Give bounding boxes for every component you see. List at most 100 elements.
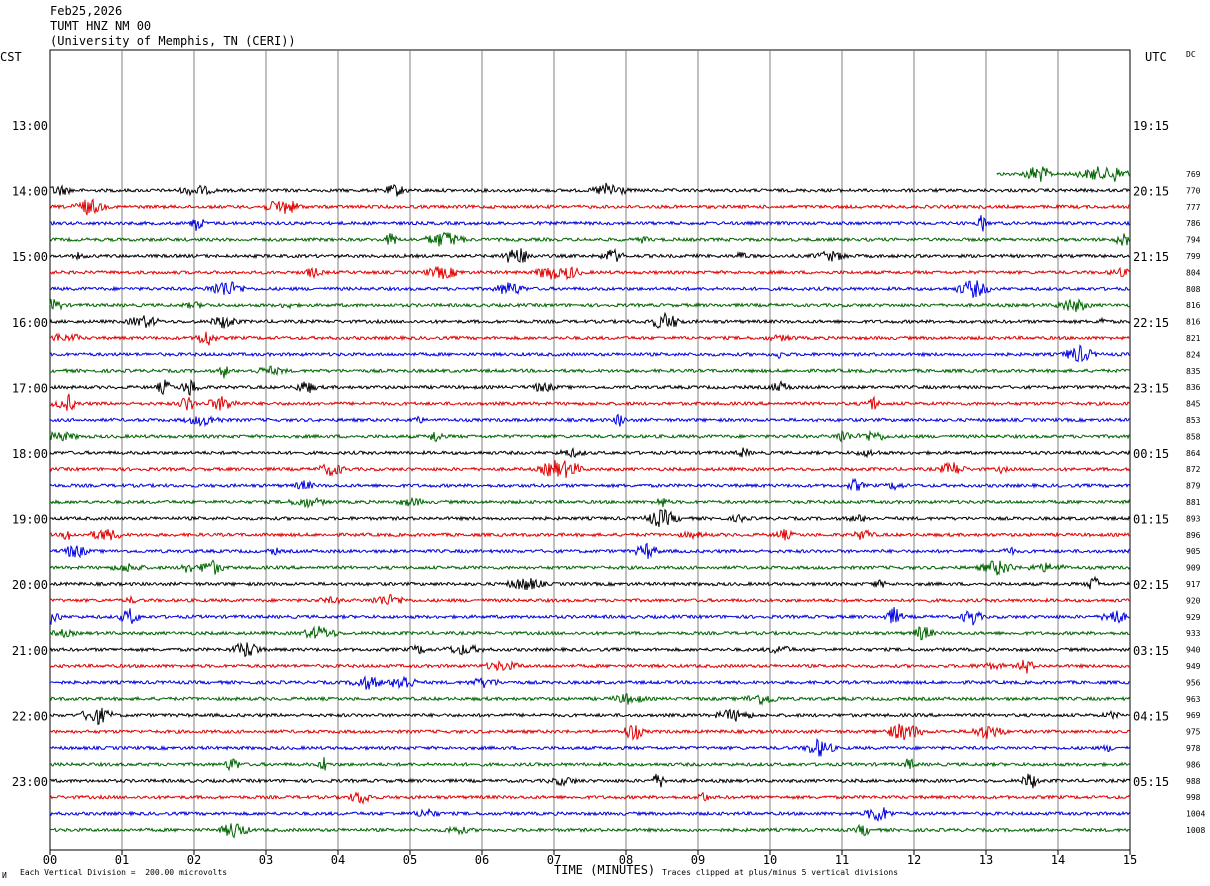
x-tick-label: 04 <box>331 853 345 867</box>
seismic-trace <box>49 737 1131 757</box>
trace-count-label: 963 <box>1186 695 1201 704</box>
seismic-trace <box>49 823 1131 839</box>
seismic-trace <box>49 198 1131 216</box>
left-hour-label: 23:00 <box>12 775 48 789</box>
seismic-trace <box>49 447 1131 459</box>
trace-count-label: 933 <box>1186 629 1201 638</box>
seismic-trace <box>49 659 1131 674</box>
seismic-trace <box>49 642 1131 658</box>
trace-count-label: 940 <box>1186 646 1201 655</box>
left-hour-label: 21:00 <box>12 644 48 658</box>
trace-count-label: 978 <box>1186 744 1201 753</box>
corner-mark: И <box>2 871 7 880</box>
right-hour-label: 23:15 <box>1133 381 1169 395</box>
station-name: TUMT HNZ NM 00 <box>50 19 152 33</box>
trace-count-label: 988 <box>1186 777 1201 786</box>
right-hour-label: 22:15 <box>1133 316 1169 330</box>
x-tick-label: 12 <box>907 853 921 867</box>
seismic-trace <box>49 575 1131 590</box>
left-hour-label: 15:00 <box>12 250 48 264</box>
seismic-trace <box>49 606 1131 626</box>
trace-count-label: 920 <box>1186 596 1201 605</box>
seismic-trace <box>49 182 1131 197</box>
seismic-trace <box>49 215 1131 232</box>
left-hour-label: 17:00 <box>12 381 48 395</box>
seismic-trace <box>49 265 1131 281</box>
right-hour-label: 19:15 <box>1133 119 1169 133</box>
left-hour-label: 14:00 <box>12 185 48 199</box>
trace-count-label: 896 <box>1186 531 1201 540</box>
seismic-trace <box>49 231 1131 247</box>
seismic-trace <box>49 311 1131 329</box>
chart-date: Feb25,2026 <box>50 4 123 18</box>
trace-count-label: 881 <box>1186 498 1201 507</box>
trace-count-label: 909 <box>1186 564 1201 573</box>
seismic-trace <box>50 378 1131 396</box>
left-hour-label: 13:00 <box>12 119 48 133</box>
left-hour-label: 19:00 <box>12 513 48 527</box>
trace-count-label: 1008 <box>1186 826 1205 835</box>
trace-count-label: 956 <box>1186 678 1201 687</box>
left-hour-label: 22:00 <box>12 709 48 723</box>
left-hour-label: 20:00 <box>12 578 48 592</box>
x-tick-label: 10 <box>763 853 777 867</box>
trace-count-label: 893 <box>1186 514 1201 523</box>
right-timezone-label: UTC <box>1145 50 1167 64</box>
trace-count-label: 799 <box>1186 252 1201 261</box>
seismic-trace <box>49 393 1131 411</box>
x-tick-label: 01 <box>115 853 129 867</box>
seismic-trace <box>49 413 1131 427</box>
left-timezone-label: CST <box>0 50 22 64</box>
trace-count-label: 858 <box>1186 432 1201 441</box>
right-hour-label: 05:15 <box>1133 775 1169 789</box>
trace-count-label: 917 <box>1186 580 1201 589</box>
trace-count-label: 864 <box>1186 449 1201 458</box>
trace-count-label: 969 <box>1186 711 1201 720</box>
x-tick-label: 06 <box>475 853 489 867</box>
right-hour-label: 20:15 <box>1133 185 1169 199</box>
left-hour-label: 18:00 <box>12 447 48 461</box>
left-hour-label: 16:00 <box>12 316 48 330</box>
right-hour-label: 21:15 <box>1133 250 1169 264</box>
x-tick-label: 08 <box>619 853 633 867</box>
seismic-trace <box>49 247 1131 263</box>
seismic-trace <box>49 807 1131 822</box>
seismic-trace <box>49 757 1131 772</box>
seismic-trace <box>49 625 1131 641</box>
right-hour-label: 01:15 <box>1133 513 1169 527</box>
trace-count-label: 769 <box>1186 170 1201 179</box>
trace-count-label: 853 <box>1186 416 1201 425</box>
x-tick-label: 00 <box>43 853 57 867</box>
trace-count-label: 816 <box>1186 318 1201 327</box>
seismic-trace <box>49 280 1131 298</box>
right-hour-label: 00:15 <box>1133 447 1169 461</box>
trace-count-label: 986 <box>1186 760 1201 769</box>
trace-count-label: 804 <box>1186 268 1201 277</box>
seismic-trace <box>49 773 1131 789</box>
seismic-trace <box>49 723 1131 742</box>
trace-count-label: 949 <box>1186 662 1201 671</box>
trace-count-label: 821 <box>1186 334 1201 343</box>
x-tick-label: 02 <box>187 853 201 867</box>
x-axis-title: TIME (MINUTES) <box>554 863 656 877</box>
trace-count-label: 998 <box>1186 793 1201 802</box>
network-name: (University of Memphis, TN (CERI)) <box>50 34 296 48</box>
x-tick-label: 11 <box>835 853 849 867</box>
trace-count-label: 845 <box>1186 400 1201 409</box>
plot-frame <box>49 49 1131 851</box>
seismic-trace <box>49 594 1131 605</box>
trace-count-label: 808 <box>1186 285 1201 294</box>
x-tick-label: 13 <box>979 853 993 867</box>
trace-count-label: 770 <box>1186 186 1201 195</box>
trace-count-label: 905 <box>1186 547 1201 556</box>
scale-note: Each Vertical Division = 200.00 microvol… <box>20 868 228 877</box>
seismic-trace <box>49 693 1131 706</box>
seismic-trace <box>49 477 1131 492</box>
trace-count-label: 1004 <box>1186 810 1205 819</box>
seismic-trace <box>49 508 1131 528</box>
seismic-trace <box>49 559 1131 576</box>
trace-count-label: 872 <box>1186 465 1201 474</box>
seismic-trace <box>49 791 1131 805</box>
trace-count-label: 777 <box>1186 203 1201 212</box>
